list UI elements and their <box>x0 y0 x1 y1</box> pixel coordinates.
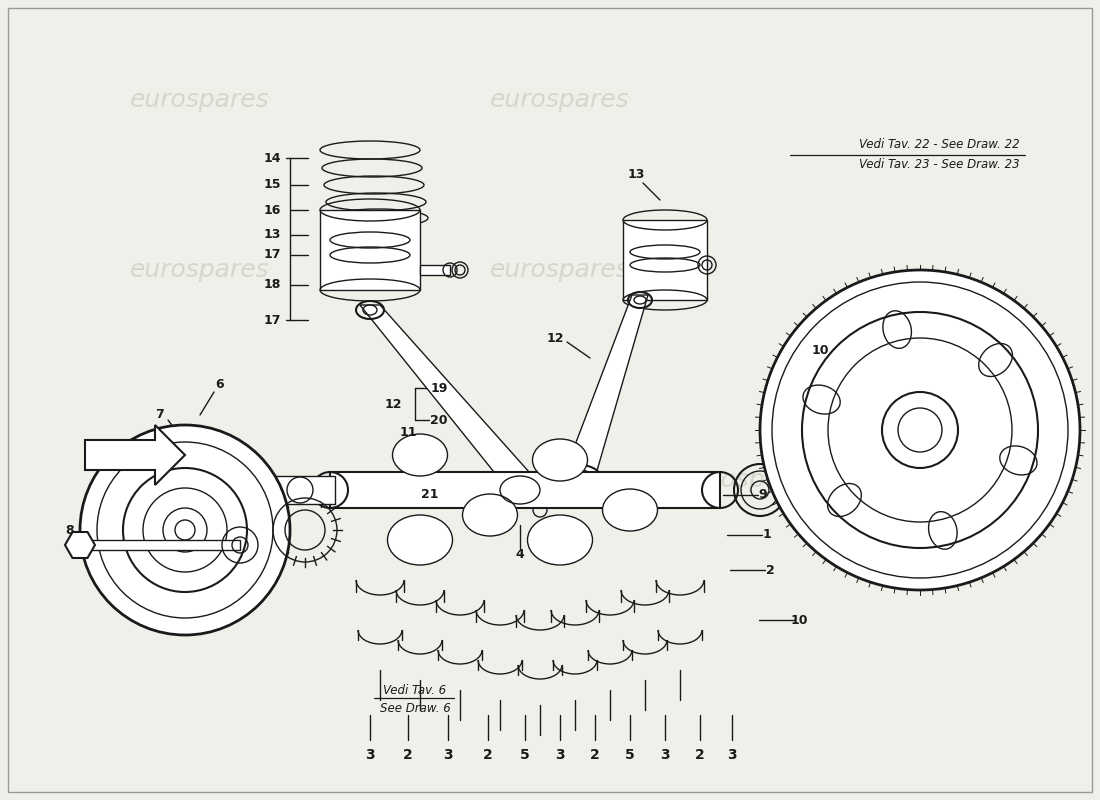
Text: 10: 10 <box>812 343 828 357</box>
Text: eurospares: eurospares <box>130 88 270 112</box>
Text: 5: 5 <box>520 748 530 762</box>
Polygon shape <box>564 295 648 486</box>
Text: 3: 3 <box>443 748 453 762</box>
Text: 5: 5 <box>625 748 635 762</box>
Text: 2: 2 <box>695 748 705 762</box>
Ellipse shape <box>532 439 587 481</box>
Text: Vedi Tav. 22 - See Draw. 22: Vedi Tav. 22 - See Draw. 22 <box>859 138 1020 151</box>
Ellipse shape <box>387 515 452 565</box>
Text: eurospares: eurospares <box>680 468 820 492</box>
Polygon shape <box>85 425 185 485</box>
Text: eurospares: eurospares <box>491 88 630 112</box>
Circle shape <box>760 270 1080 590</box>
Text: 17: 17 <box>263 314 280 326</box>
Text: 20: 20 <box>430 414 448 426</box>
Text: 1: 1 <box>762 529 771 542</box>
Polygon shape <box>623 220 707 300</box>
Polygon shape <box>330 472 720 508</box>
Text: 12: 12 <box>384 398 402 410</box>
Text: 14: 14 <box>263 151 280 165</box>
Ellipse shape <box>528 515 593 565</box>
Text: 3: 3 <box>727 748 737 762</box>
Text: 21: 21 <box>421 489 439 502</box>
Polygon shape <box>360 305 538 498</box>
Text: eurospares: eurospares <box>491 468 630 492</box>
Text: 3: 3 <box>660 748 670 762</box>
Text: 18: 18 <box>263 278 280 291</box>
Polygon shape <box>320 210 420 290</box>
Text: 4: 4 <box>516 549 525 562</box>
Polygon shape <box>420 265 450 275</box>
Ellipse shape <box>393 434 448 476</box>
Text: 8: 8 <box>66 523 75 537</box>
Polygon shape <box>265 476 336 504</box>
Text: 16: 16 <box>263 203 280 217</box>
Text: eurospares: eurospares <box>130 258 270 282</box>
Text: 12: 12 <box>547 331 563 345</box>
Text: eurospares: eurospares <box>491 258 630 282</box>
Text: 2: 2 <box>403 748 412 762</box>
Text: 9: 9 <box>759 489 768 502</box>
Text: Vedi Tav. 6: Vedi Tav. 6 <box>384 683 447 697</box>
Text: 2: 2 <box>766 563 774 577</box>
Text: eurospares: eurospares <box>130 468 270 492</box>
Text: 11: 11 <box>399 426 417 438</box>
Polygon shape <box>80 540 240 550</box>
Text: 13: 13 <box>627 169 645 182</box>
Text: 17: 17 <box>263 249 280 262</box>
Text: See Draw. 6: See Draw. 6 <box>379 702 450 714</box>
Circle shape <box>80 425 290 635</box>
Text: 13: 13 <box>263 229 280 242</box>
Text: 19: 19 <box>430 382 448 394</box>
Text: 10: 10 <box>790 614 807 626</box>
Text: 3: 3 <box>365 748 375 762</box>
Text: 3: 3 <box>556 748 564 762</box>
Ellipse shape <box>462 494 517 536</box>
Text: 2: 2 <box>483 748 493 762</box>
Text: 2: 2 <box>590 748 600 762</box>
Text: 15: 15 <box>263 178 280 191</box>
Text: 7: 7 <box>155 409 164 422</box>
Polygon shape <box>65 532 95 558</box>
Text: Vedi Tav. 23 - See Draw. 23: Vedi Tav. 23 - See Draw. 23 <box>859 158 1020 171</box>
Ellipse shape <box>603 489 658 531</box>
Text: 6: 6 <box>216 378 224 391</box>
